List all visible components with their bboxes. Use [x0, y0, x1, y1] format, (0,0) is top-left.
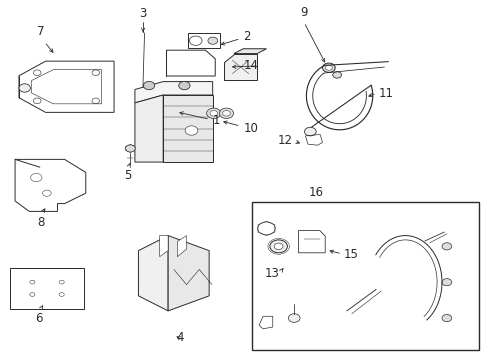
Text: 9: 9: [300, 6, 307, 19]
Circle shape: [179, 81, 190, 90]
Circle shape: [304, 127, 316, 136]
Circle shape: [332, 72, 341, 78]
Text: 2: 2: [221, 30, 250, 45]
Polygon shape: [224, 54, 257, 81]
Text: 7: 7: [37, 25, 44, 39]
Circle shape: [269, 240, 287, 253]
Circle shape: [322, 63, 334, 72]
Text: 14: 14: [244, 59, 259, 72]
Text: 3: 3: [139, 8, 146, 21]
Circle shape: [222, 111, 230, 116]
Circle shape: [288, 314, 300, 322]
Circle shape: [143, 81, 154, 90]
Polygon shape: [177, 235, 186, 257]
Circle shape: [185, 126, 198, 135]
Circle shape: [19, 84, 30, 92]
Circle shape: [219, 108, 233, 118]
Polygon shape: [159, 235, 168, 257]
Text: 8: 8: [37, 216, 44, 229]
Circle shape: [125, 145, 135, 152]
Text: 11: 11: [378, 87, 393, 100]
Circle shape: [325, 65, 331, 70]
Text: 6: 6: [35, 312, 42, 325]
Bar: [251, 202, 478, 350]
Polygon shape: [135, 82, 212, 103]
Polygon shape: [135, 95, 163, 162]
Text: 15: 15: [343, 248, 358, 261]
Circle shape: [441, 279, 451, 286]
Circle shape: [206, 108, 221, 118]
Circle shape: [209, 111, 217, 116]
Text: 1: 1: [180, 112, 220, 127]
Text: 16: 16: [308, 186, 324, 199]
Polygon shape: [233, 49, 266, 54]
Text: 13: 13: [264, 267, 279, 280]
Text: 4: 4: [176, 331, 183, 344]
Text: 12: 12: [277, 134, 292, 147]
Text: 5: 5: [123, 169, 131, 182]
Circle shape: [207, 37, 217, 44]
Polygon shape: [163, 95, 212, 162]
Polygon shape: [168, 235, 209, 311]
Text: 10: 10: [223, 121, 258, 135]
Circle shape: [274, 243, 283, 249]
Circle shape: [441, 243, 451, 250]
Polygon shape: [138, 235, 168, 311]
Circle shape: [441, 315, 451, 321]
